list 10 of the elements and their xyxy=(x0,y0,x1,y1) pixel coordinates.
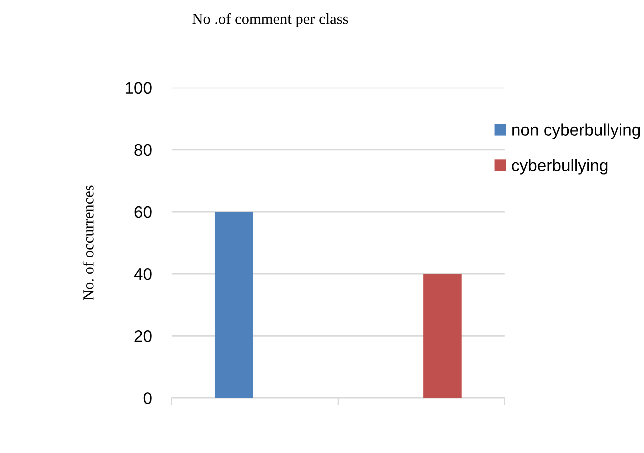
y-tick-label: 100 xyxy=(126,82,152,94)
y-tick-label: 60 xyxy=(134,206,152,218)
y-axis-title: No. of occurrences xyxy=(82,186,94,300)
y-tick-label: 40 xyxy=(134,268,152,280)
legend-label: non cyberbullying xyxy=(512,124,640,140)
legend-label: cyberbullying xyxy=(512,159,608,175)
y-tick-label: 20 xyxy=(134,330,152,342)
chart-title: No .of comment per class xyxy=(192,13,348,28)
y-tick-label: 80 xyxy=(134,144,152,156)
y-tick-label: 0 xyxy=(144,392,152,404)
